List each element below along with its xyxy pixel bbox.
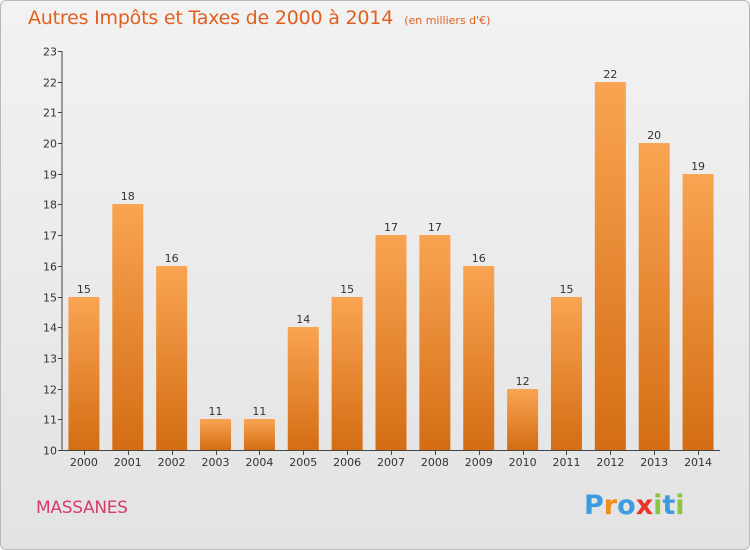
bar [68, 297, 100, 450]
axes: 10 11 12 13 14 15 16 17 18 19 20 21 22 23 2000 2001 2002… [43, 46, 720, 469]
bar [550, 297, 582, 450]
chart-subtitle: (en milliers d'€) [404, 14, 491, 27]
bar [331, 297, 363, 450]
bar [243, 419, 275, 450]
bar [682, 174, 714, 450]
y-tick-label: 20 [43, 138, 57, 151]
logo-letter: P [584, 490, 604, 521]
y-tick-label: 13 [43, 353, 57, 366]
y-tick-label: 10 [43, 445, 57, 458]
bars [68, 82, 714, 450]
proxiti-logo: Proxiti [584, 490, 685, 521]
bar [287, 327, 319, 450]
bar [507, 389, 539, 450]
y-tick-label: 17 [43, 230, 57, 243]
x-tick-label: 2000 [70, 456, 98, 469]
y-tick-label: 15 [43, 292, 57, 305]
bar-value-label: 15 [340, 283, 354, 296]
bar-value-label: 16 [472, 252, 486, 265]
bar [375, 235, 407, 450]
y-tick-label: 23 [43, 46, 57, 59]
x-tick-label: 2007 [377, 456, 405, 469]
y-tick-label: 19 [43, 169, 57, 182]
chart-title-row: Autres Impôts et Taxes de 2000 à 2014 (e… [28, 7, 490, 29]
bar-value-label: 22 [603, 68, 617, 81]
y-tick-label: 22 [43, 77, 57, 90]
y-tick-label: 21 [43, 107, 57, 120]
logo-letter: i [675, 490, 685, 521]
bar [463, 266, 495, 450]
logo-letter: o [617, 490, 636, 521]
x-tick-label: 2012 [596, 456, 624, 469]
bar-value-label: 15 [559, 283, 573, 296]
bar [156, 266, 188, 450]
bar [638, 143, 670, 450]
bar-value-label: 19 [691, 160, 705, 173]
x-tick-label: 2010 [509, 456, 537, 469]
x-tick-label: 2004 [245, 456, 273, 469]
x-tick-label: 2006 [333, 456, 361, 469]
city-name: MASSANES [36, 498, 128, 518]
bar-value-label: 16 [165, 252, 179, 265]
bar [200, 419, 232, 450]
x-tick-label: 2011 [552, 456, 580, 469]
bar-value-label: 18 [121, 190, 135, 203]
bar-value-label: 17 [428, 221, 442, 234]
x-tick-label: 2008 [421, 456, 449, 469]
bar [594, 82, 626, 450]
x-tick-label: 2013 [640, 456, 668, 469]
x-tick-label: 2003 [202, 456, 230, 469]
logo-letter: t [662, 490, 676, 521]
y-tick-label: 14 [43, 322, 57, 335]
bar-value-label: 17 [384, 221, 398, 234]
chart-title: Autres Impôts et Taxes de 2000 à 2014 [28, 7, 394, 29]
y-tick-label: 18 [43, 199, 57, 212]
x-tick-label: 2005 [289, 456, 317, 469]
x-tick-label: 2002 [158, 456, 186, 469]
logo-letter: i [653, 490, 663, 521]
bar-value-label: 14 [296, 313, 310, 326]
bar-value-label: 20 [647, 129, 661, 142]
bar-value-label: 12 [516, 375, 530, 388]
x-tick-label: 2001 [114, 456, 142, 469]
bar [419, 235, 451, 450]
bar-value-label: 11 [209, 405, 223, 418]
logo-letter: r [603, 490, 618, 521]
bar-value-label: 11 [252, 405, 266, 418]
data-labels: 15 18 16 11 11 14 15 17 17 16 12 15 22 20 19 [77, 68, 705, 418]
bar-value-label: 15 [77, 283, 91, 296]
y-tick-label: 11 [43, 414, 57, 427]
logo-letter: x [635, 490, 654, 521]
x-tick-label: 2009 [465, 456, 493, 469]
y-tick-label: 16 [43, 261, 57, 274]
bar [112, 204, 144, 450]
y-tick-label: 12 [43, 384, 57, 397]
x-tick-label: 2014 [684, 456, 712, 469]
